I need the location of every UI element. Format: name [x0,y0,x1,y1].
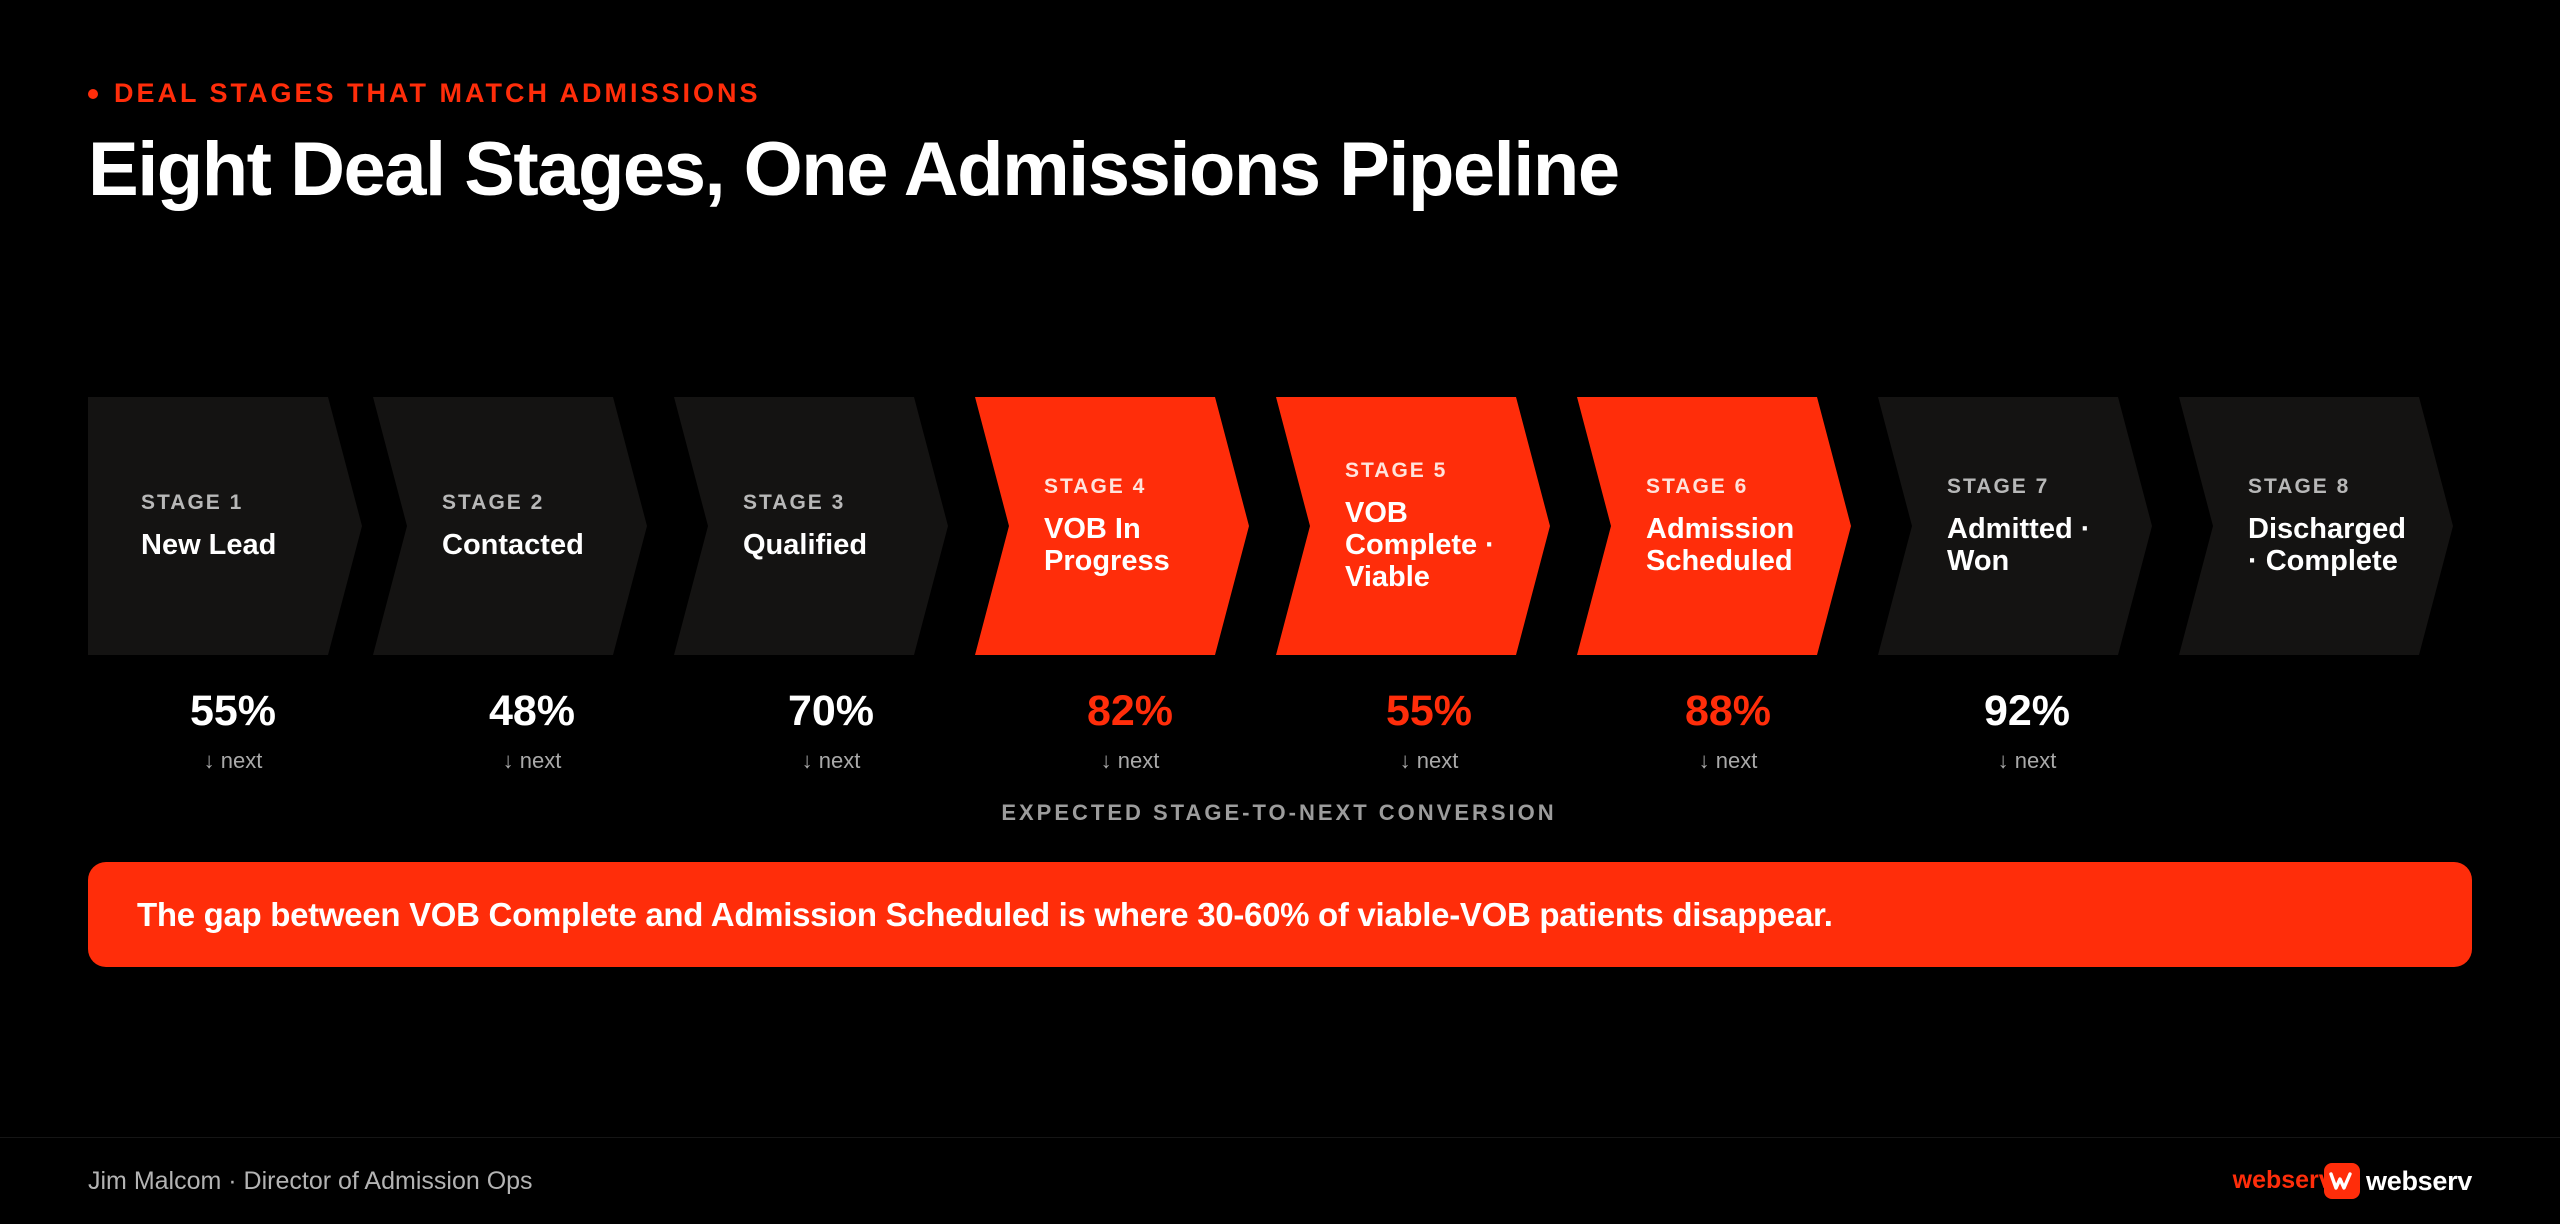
presenter-credit: Jim Malcom · Director of Admission Ops [88,1167,533,1195]
conversion-percent: 55% [1385,687,1473,735]
stage-name: VOB Complete · Viable [1345,497,1495,593]
stage-label: STAGE 2 [442,491,545,514]
conversion-caption-text: EXPECTED STAGE-TO-NEXT CONVERSION [1001,800,1557,825]
stage-chevron-2: STAGE 2 Contacted [373,397,647,655]
conversion-1: 55% ↓ next [133,686,333,774]
callout-banner: The gap between VOB Complete and Admissi… [88,862,2472,967]
footer-divider [0,1137,2560,1138]
next-label: ↓ next [1997,748,2057,773]
conversion-percent: 92% [1983,687,2071,735]
stage-label: STAGE 1 [141,491,244,514]
eyebrow-text: DEAL STAGES THAT MATCH ADMISSIONS [114,78,761,108]
stage-chevron-4: STAGE 4 VOB In Progress [975,397,1249,655]
conversion-percent: 82% [1086,687,1174,735]
stage-chevron-5: STAGE 5 VOB Complete · Viable [1276,397,1550,655]
next-label: ↓ next [502,748,562,773]
stage-chevron-3: STAGE 3 Qualified [674,397,948,655]
stage-pipeline: STAGE 1 New Lead STAGE 2 Contacted STAGE 3… [88,397,2472,655]
webserv-logo-icon [2324,1163,2361,1199]
eyebrow: DEAL STAGES THAT MATCH ADMISSIONS [88,78,761,109]
conversion-percent: 55% [189,687,277,735]
conversion-3: 70% ↓ next [731,686,931,774]
stage-label: STAGE 6 [1646,475,1749,498]
stage-label: STAGE 7 [1947,475,2050,498]
stage-name: VOB In Progress [1044,513,1170,577]
stage-name: Contacted [442,529,584,561]
next-label: ↓ next [1100,748,1160,773]
next-label: ↓ next [203,748,263,773]
stage-chevron-7: STAGE 7 Admitted · Won [1878,397,2152,655]
stage-name: Qualified [743,529,868,561]
conversion-caption: EXPECTED STAGE-TO-NEXT CONVERSION [0,800,2560,826]
stage-label: STAGE 8 [2248,475,2351,498]
conversion-5: 55% ↓ next [1329,686,1529,774]
next-label: ↓ next [1698,748,1758,773]
conversion-4: 82% ↓ next [1030,686,1230,774]
conversion-percent: 70% [787,687,875,735]
conversion-percent: 48% [488,687,576,735]
stage-label: STAGE 5 [1345,459,1448,482]
callout-text: The gap between VOB Complete and Admissi… [137,895,1833,933]
conversion-6: 88% ↓ next [1628,686,1828,774]
eyebrow-dot-icon [88,88,98,99]
stage-chevron-8: STAGE 8 Discharged · Complete [2179,397,2453,655]
stage-label: STAGE 3 [743,491,846,514]
conversion-percent: 88% [1684,687,1772,735]
conversion-7: 92% ↓ next [1927,686,2127,774]
stage-name: Admitted · Won [1947,513,2091,577]
stage-label: STAGE 4 [1044,475,1147,498]
stage-name: Admission Scheduled [1646,513,1795,577]
conversion-2: 48% ↓ next [432,686,632,774]
page-title: Eight Deal Stages, One Admissions Pipeli… [88,127,1620,212]
brand-name: webserv [2366,1165,2472,1196]
stage-chevron-6: STAGE 6 Admission Scheduled [1577,397,1851,655]
next-label: ↓ next [801,748,861,773]
stage-name: New Lead [141,529,277,561]
brand-logo: webserv [2324,1163,2472,1199]
stage-name: Discharged · Complete [2248,513,2406,577]
next-label: ↓ next [1399,748,1459,773]
stage-chevron-1: STAGE 1 New Lead [88,397,362,655]
